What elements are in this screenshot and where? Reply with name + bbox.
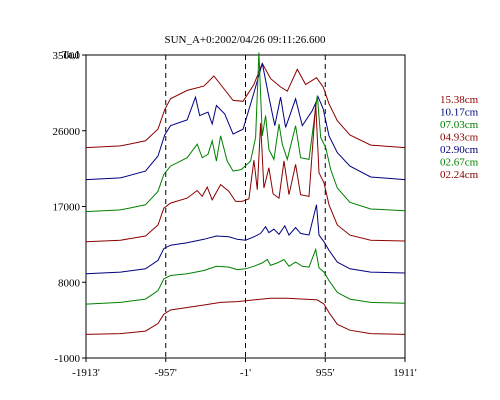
x-tick-label: -1913' — [72, 367, 100, 379]
y-tick-label: 17000 — [53, 202, 81, 214]
legend-entry: 02.67cm — [440, 157, 479, 169]
x-tick-label: -957' — [155, 367, 177, 379]
x-tick-label: -1' — [240, 367, 251, 379]
y-tick-label: 35000 — [53, 50, 81, 62]
legend-entry: 04.93cm — [440, 132, 479, 144]
legend-entry: 02.90cm — [440, 144, 479, 156]
series-line-02.90cm — [85, 204, 406, 275]
y-tick-label: 26000 — [53, 126, 81, 138]
legend-entry: 02.24cm — [440, 169, 479, 181]
y-axis-label: Ta,I — [62, 49, 80, 61]
x-tick-label: 955' — [316, 367, 335, 379]
y-tick-label: 8000 — [58, 277, 81, 289]
y-tick-label: -1000 — [54, 353, 80, 365]
x-tick-label: 1911' — [393, 367, 417, 379]
series-line-07.03cm — [85, 52, 406, 213]
series-line-02.67cm — [85, 247, 406, 305]
series-line-04.93cm — [85, 103, 406, 243]
legend-entry: 15.38cm — [440, 94, 479, 106]
legend-entry: 10.17cm — [440, 107, 479, 119]
series-line-02.24cm — [85, 297, 406, 335]
legend-entry: 07.03cm — [440, 119, 479, 131]
series-line-10.17cm — [85, 63, 406, 181]
chart-title: SUN_A+0:2002/04/26 09:11:26.600 — [164, 34, 326, 46]
